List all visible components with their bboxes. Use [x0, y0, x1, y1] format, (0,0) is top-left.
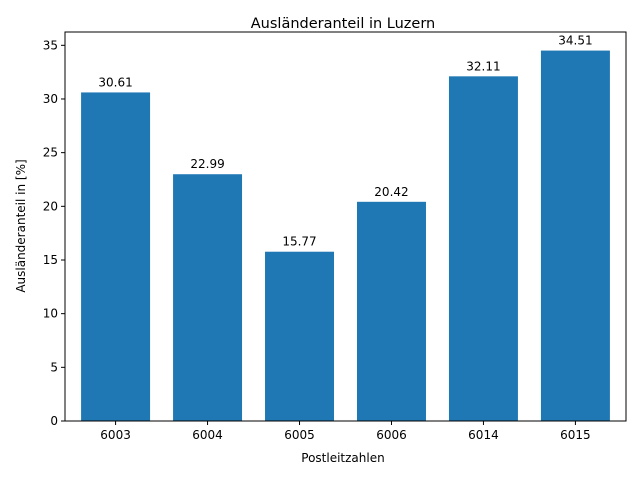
bars-group	[81, 50, 610, 422]
x-axis-ticks: 6003 6004 6005 6006 6014 6015	[100, 421, 591, 442]
x-tick-label-6004: 6004	[192, 428, 223, 442]
bar-6005	[265, 251, 335, 421]
x-tick-label-6015: 6015	[560, 428, 591, 442]
bar-6004	[173, 174, 243, 421]
x-tick-label-6014: 6014	[468, 428, 499, 442]
x-axis-label: Postleitzahlen	[301, 451, 384, 465]
bar-6015	[540, 50, 610, 421]
data-label-6005: 15.77	[282, 235, 316, 249]
y-axis-ticks: 0 5 10 15 20 25 30 35	[43, 38, 65, 428]
bar-6014	[448, 76, 518, 421]
data-labels-group: 30.61 22.99 15.77 20.42 32.11 34.51	[98, 34, 592, 249]
bar-6006	[357, 201, 426, 421]
x-tick-label-6006: 6006	[376, 428, 407, 442]
y-tick-label-10: 10	[43, 307, 58, 321]
y-tick-label-15: 15	[43, 253, 58, 267]
x-tick-label-6005: 6005	[284, 428, 315, 442]
data-label-6015: 34.51	[558, 34, 592, 48]
y-tick-label-30: 30	[43, 92, 58, 106]
bar-6003	[81, 92, 151, 422]
x-tick-label-6003: 6003	[100, 428, 131, 442]
chart-title: Ausländeranteil in Luzern	[251, 16, 435, 32]
y-tick-label-0: 0	[50, 414, 58, 428]
y-tick-label-20: 20	[43, 199, 58, 213]
y-tick-label-25: 25	[43, 146, 58, 160]
y-tick-label-5: 5	[50, 360, 58, 374]
data-label-6004: 22.99	[190, 157, 224, 171]
data-label-6014: 32.11	[466, 59, 500, 73]
plot-frame	[64, 31, 627, 422]
y-axis-label: Ausländeranteil in [%]	[14, 159, 28, 292]
data-label-6003: 30.61	[98, 75, 132, 89]
data-label-6006: 20.42	[374, 185, 408, 199]
y-tick-label-35: 35	[43, 38, 58, 52]
